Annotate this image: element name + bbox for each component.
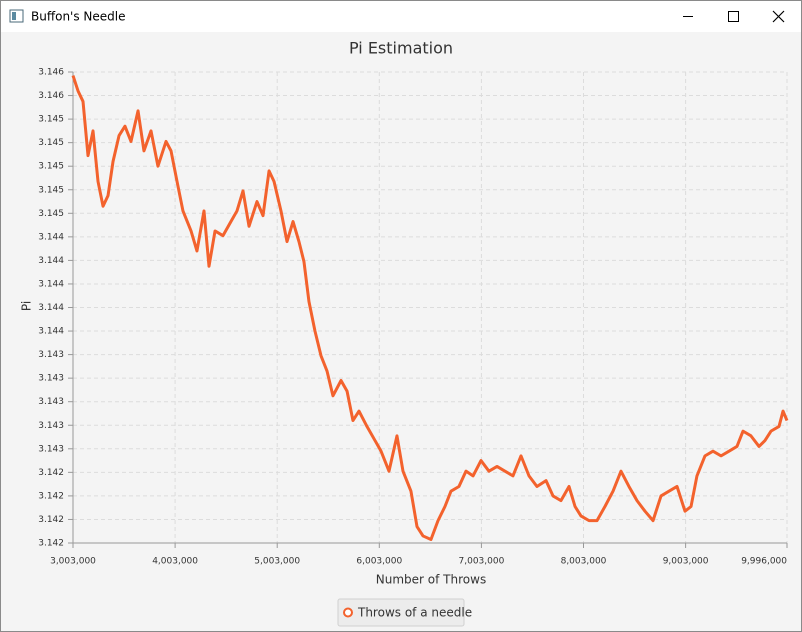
y-tick-label: 3.143 [38, 350, 64, 360]
x-tick-label: 4,003,000 [152, 557, 198, 567]
y-tick-label: 3.145 [38, 185, 64, 195]
series-line [71, 75, 789, 541]
legend-marker [343, 607, 353, 618]
y-tick-label: 3.144 [38, 232, 64, 242]
chart-title: Pi Estimation [349, 39, 453, 58]
y-tick-label: 3.145 [38, 162, 64, 172]
y-tick-label: 3.144 [38, 303, 64, 313]
y-tick-label: 3.143 [38, 444, 64, 454]
y-tick-label: 3.146 [38, 68, 64, 78]
y-tick-label: 3.145 [38, 115, 64, 125]
title-bar [1, 1, 801, 32]
x-tick-label: 3,003,000 [50, 557, 96, 567]
y-axis-label: Pi [20, 301, 34, 311]
y-tick-label: 3.144 [38, 256, 64, 266]
y-tick-label: 3.143 [38, 397, 64, 407]
y-tick-label: 3.144 [38, 327, 64, 337]
close-button[interactable] [772, 10, 785, 23]
y-tick-label: 3.142 [38, 539, 64, 549]
x-tick-label: 6,003,000 [356, 557, 402, 567]
y-tick-label: 3.142 [38, 515, 64, 525]
y-tick-label: 3.146 [38, 91, 64, 101]
x-tick-label: 9,996,000 [741, 557, 787, 567]
y-tick-label: 3.142 [38, 491, 64, 501]
y-tick-label: 3.143 [38, 421, 64, 431]
x-axis-label: Number of Throws [376, 573, 486, 587]
x-tick-label: 9,003,000 [663, 557, 709, 567]
x-tick-label: 5,003,000 [254, 557, 300, 567]
x-tick-label: 8,003,000 [561, 557, 607, 567]
legend-box [337, 598, 465, 627]
maximize-button[interactable] [728, 11, 739, 22]
y-tick-label: 3.144 [38, 279, 64, 289]
window-title: Buffon's Needle [31, 10, 126, 24]
y-tick-label: 3.145 [38, 138, 64, 148]
y-tick-label: 3.145 [38, 209, 64, 219]
app-icon [9, 9, 24, 23]
y-tick-label: 3.143 [38, 374, 64, 384]
legend-label: Throws of a needle [357, 606, 472, 620]
y-tick-label: 3.142 [38, 468, 64, 478]
x-tick-label: 7,003,000 [459, 557, 505, 567]
